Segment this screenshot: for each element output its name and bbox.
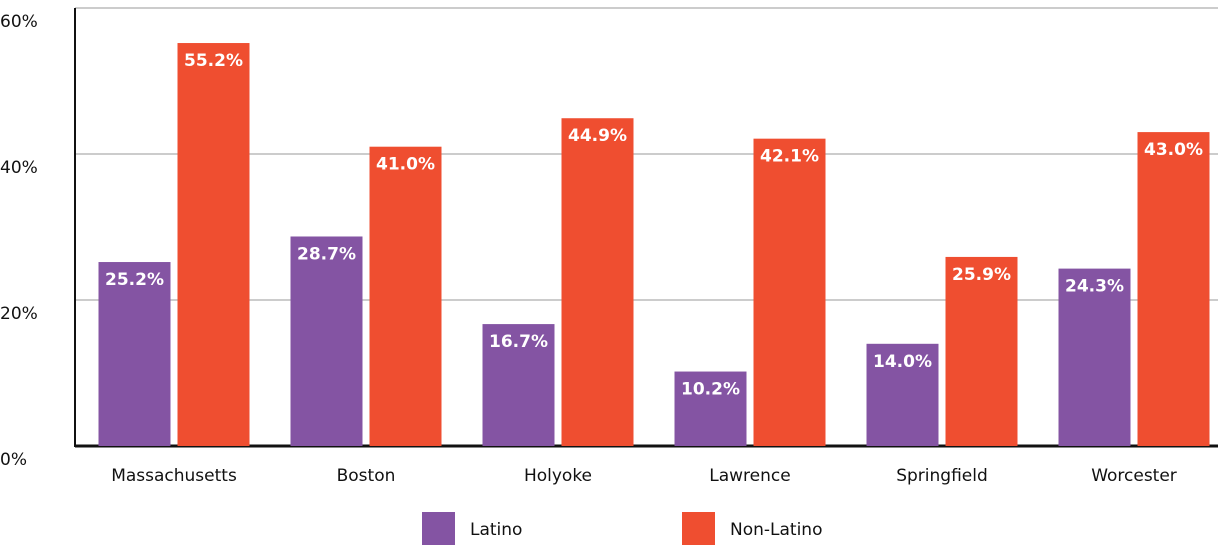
data-label: 10.2% [681, 380, 740, 400]
bar [945, 256, 1018, 446]
bar [290, 236, 363, 446]
bar [482, 324, 555, 446]
y-tick-label: 40% [0, 158, 38, 178]
bar [98, 262, 171, 446]
data-label: 55.2% [184, 51, 243, 71]
bar [561, 118, 634, 446]
legend-label: Latino [470, 520, 522, 540]
x-tick-label: Lawrence [709, 466, 790, 486]
x-tick-label: Holyoke [524, 466, 592, 486]
data-label: 43.0% [1144, 140, 1203, 160]
data-label: 28.7% [297, 244, 356, 264]
bar [674, 371, 747, 446]
bar [1137, 132, 1210, 446]
bar [1058, 268, 1131, 446]
x-tick-label: Massachusetts [111, 466, 237, 486]
legend-swatch [422, 512, 455, 545]
data-label: 16.7% [489, 332, 548, 352]
legend-label: Non-Latino [730, 520, 822, 540]
data-label: 41.0% [376, 155, 435, 175]
data-label: 42.1% [760, 147, 819, 167]
data-label: 24.3% [1065, 277, 1124, 297]
bar [369, 146, 442, 446]
data-label: 25.2% [105, 270, 164, 290]
data-label: 25.9% [952, 265, 1011, 285]
x-tick-label: Worcester [1091, 466, 1177, 486]
legend-swatch [682, 512, 715, 545]
x-tick-label: Springfield [896, 466, 988, 486]
bar [177, 43, 250, 446]
bar [753, 138, 826, 447]
x-tick-label: Boston [337, 466, 396, 486]
y-tick-label: 0% [0, 450, 27, 470]
y-tick-label: 60% [0, 12, 38, 32]
data-label: 14.0% [873, 352, 932, 372]
y-tick-label: 20% [0, 304, 38, 324]
data-label: 44.9% [568, 126, 627, 146]
bar [866, 343, 939, 446]
